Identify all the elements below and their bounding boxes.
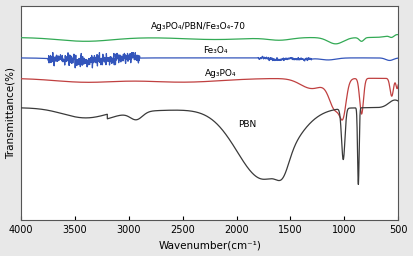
Text: PBN: PBN bbox=[238, 120, 256, 129]
Text: Ag₃PO₄: Ag₃PO₄ bbox=[205, 69, 236, 78]
Text: Ag₃PO₄/PBN/Fe₃O₄-70: Ag₃PO₄/PBN/Fe₃O₄-70 bbox=[152, 22, 247, 31]
X-axis label: Wavenumber(cm⁻¹): Wavenumber(cm⁻¹) bbox=[158, 240, 261, 250]
Text: Fe₃O₄: Fe₃O₄ bbox=[203, 46, 227, 55]
Y-axis label: Transmittance(%): Transmittance(%) bbox=[5, 67, 16, 159]
